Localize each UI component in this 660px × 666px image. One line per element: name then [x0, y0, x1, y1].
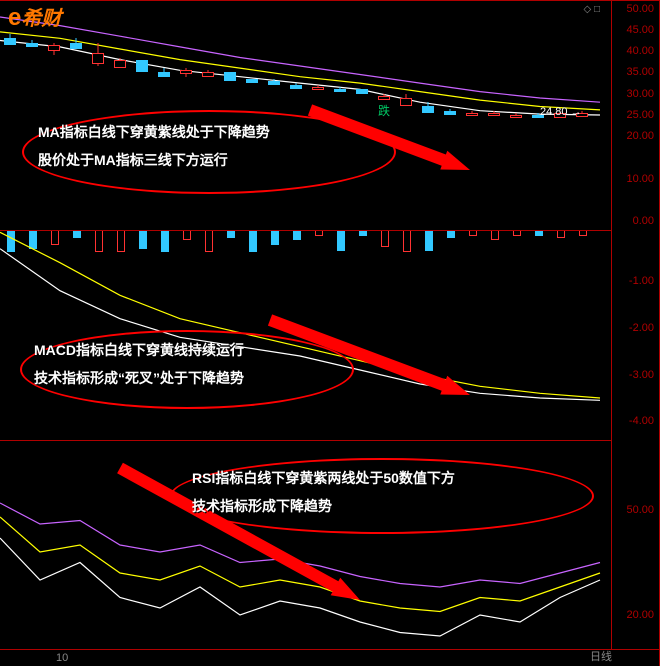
last-price-label: 24.80 → [540, 106, 582, 118]
annotation-text: MACD指标白线下穿黄线持续运行技术指标形成“死叉”处于下降趋势 [34, 336, 244, 392]
logo-mark: e [8, 4, 21, 31]
logo: e希财 [8, 2, 61, 32]
fall-label: 跌 [378, 102, 390, 119]
stock-chart-container: e希财 ◇ □ 50.0045.0040.0035.0030.0025.0020… [0, 0, 660, 666]
annotation-text: MA指标白线下穿黄紫线处于下降趋势股价处于MA指标三线下方运行 [38, 118, 270, 174]
x-axis-label: 日线 [590, 648, 612, 664]
logo-text: 希财 [21, 8, 61, 30]
annotation-arrow [0, 0, 660, 666]
x-axis-label: 10 [56, 652, 68, 664]
annotation-text: RSI指标白线下穿黄紫两线处于50数值下方技术指标形成下降趋势 [192, 464, 455, 520]
chart-tools-icons[interactable]: ◇ □ [583, 4, 600, 15]
